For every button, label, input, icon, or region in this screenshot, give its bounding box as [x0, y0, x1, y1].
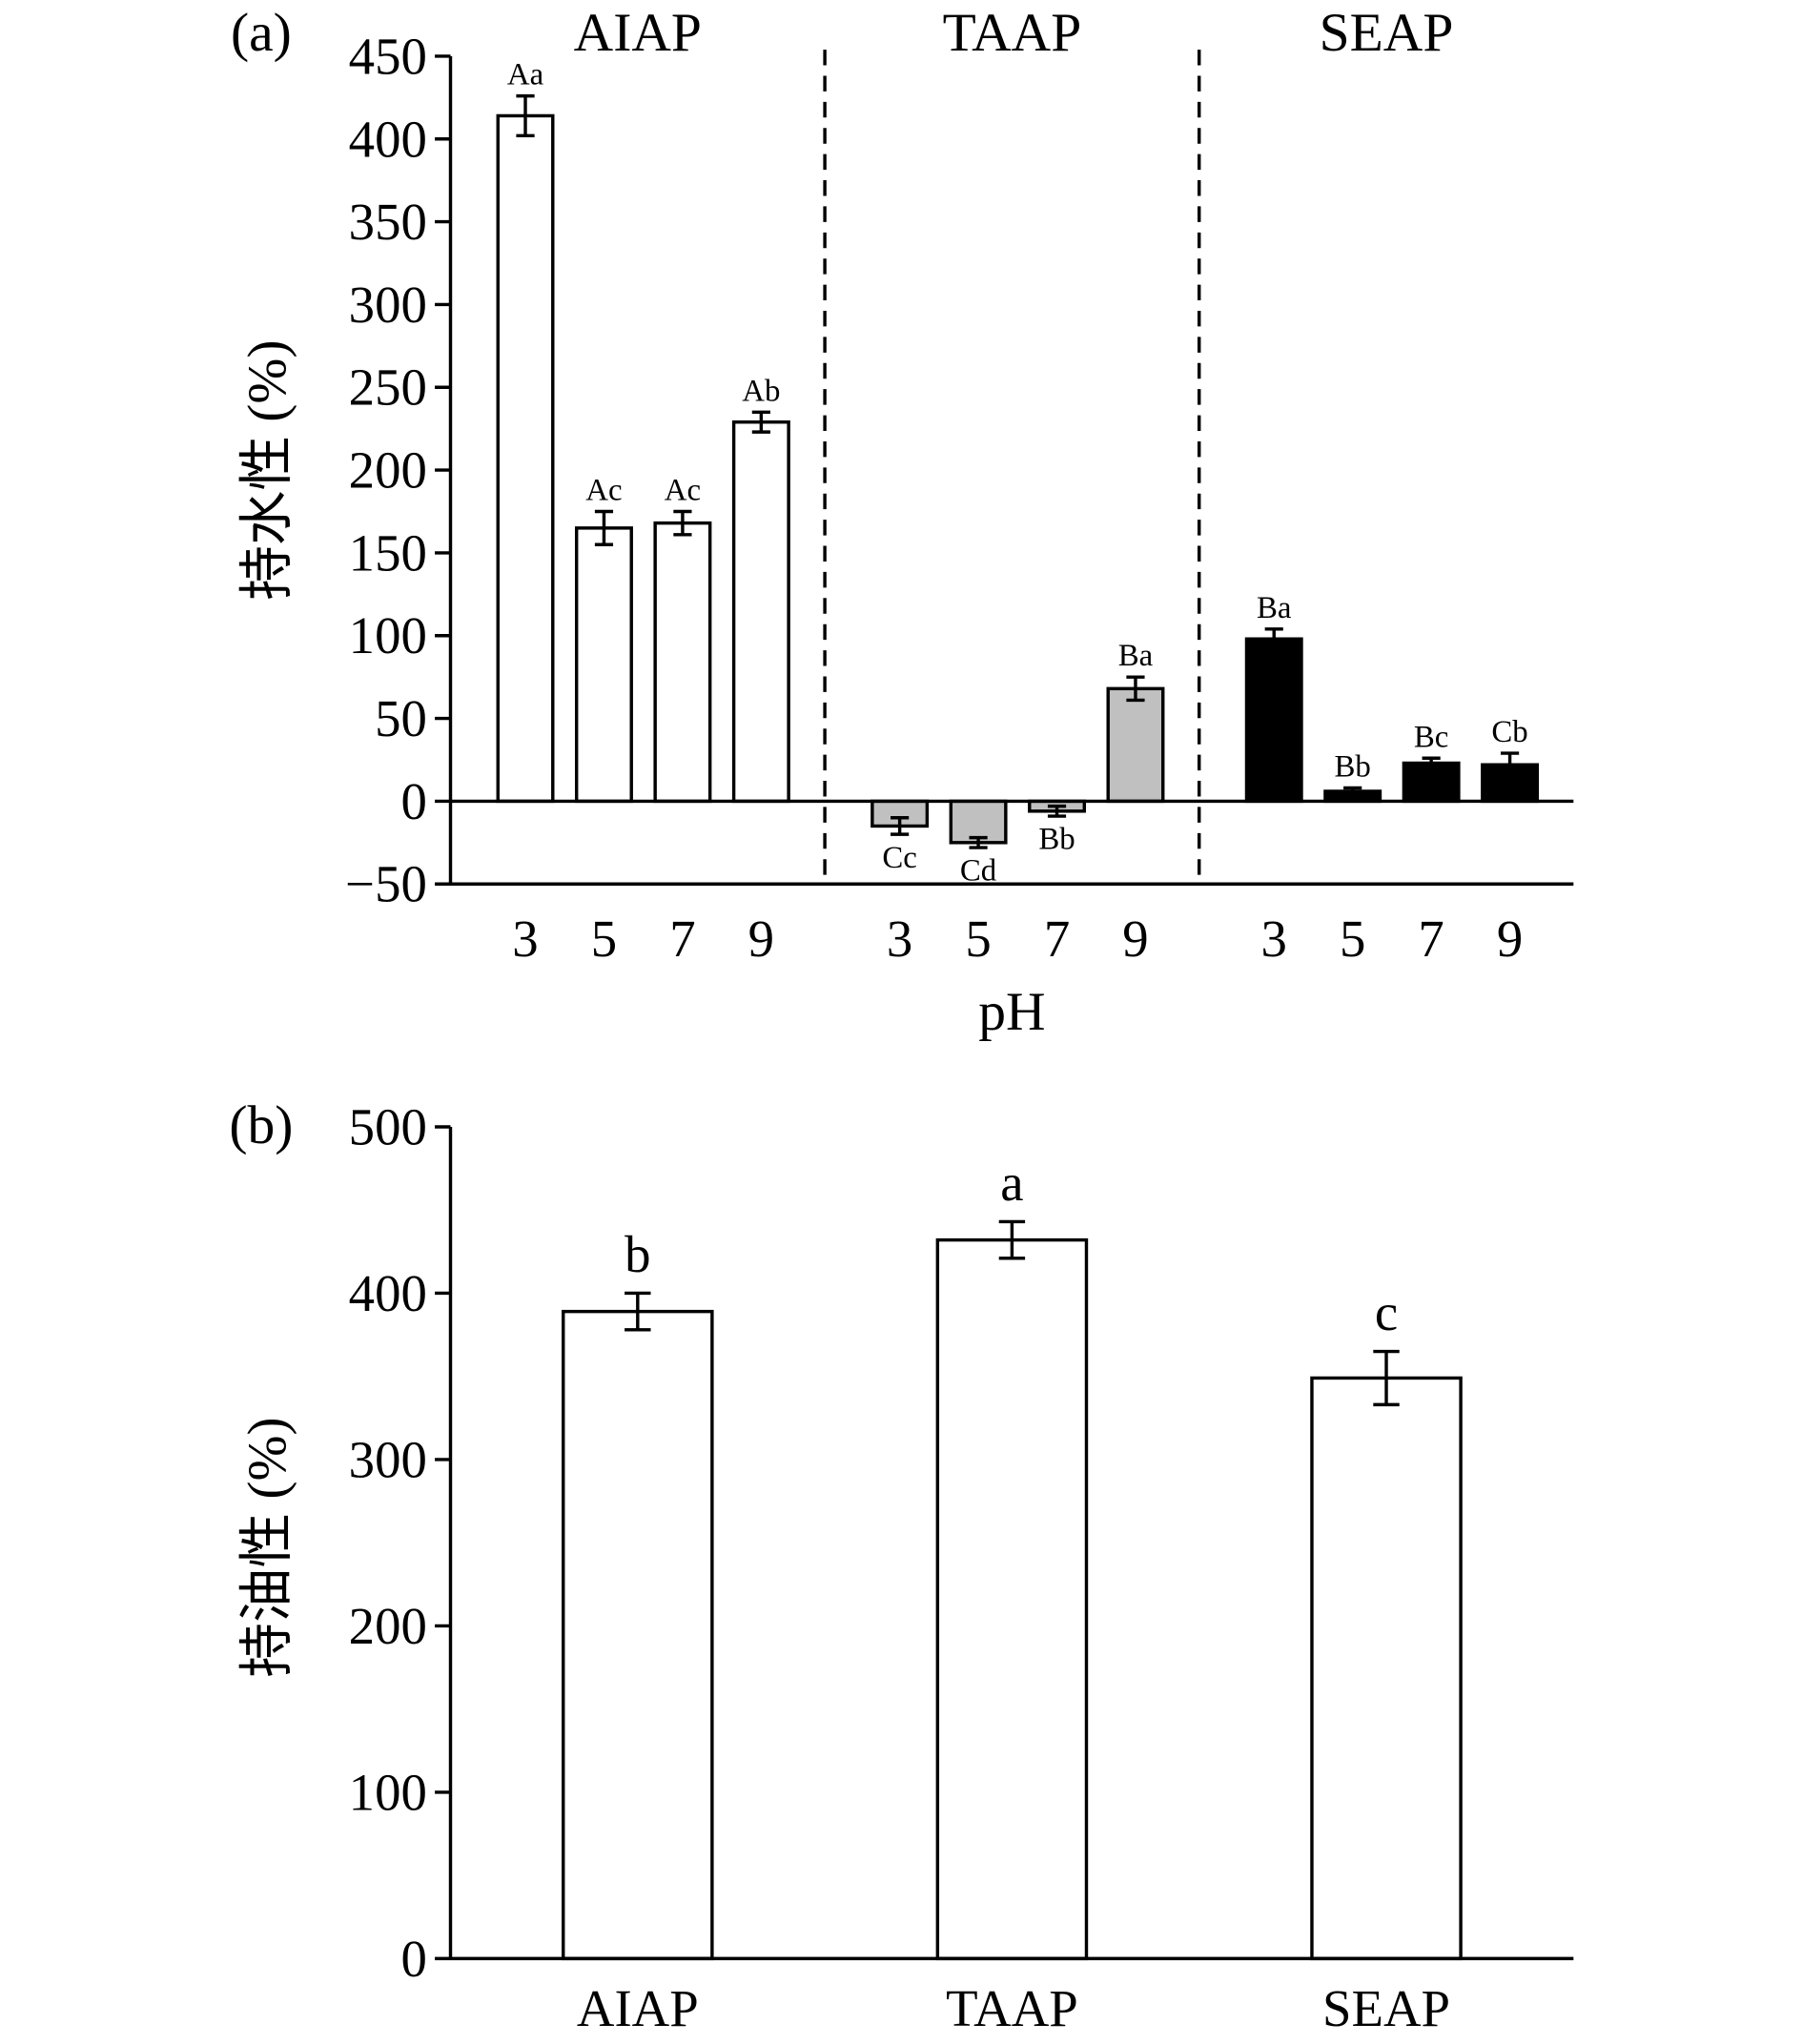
y-tick-label: 100 — [349, 1763, 427, 1821]
y-tick-label: −50 — [345, 855, 427, 913]
significance-letter: Bb — [1335, 750, 1371, 785]
y-axis-label: 持水性 (%) — [237, 340, 297, 601]
panel-label: (a) — [231, 3, 292, 63]
significance-letter: Cc — [882, 841, 917, 875]
bar — [1106, 686, 1165, 804]
significance-letter: Bb — [1038, 823, 1075, 857]
bar — [574, 526, 633, 804]
significance-letter: a — [1000, 1154, 1023, 1212]
error-bar — [1501, 751, 1520, 779]
bar — [1310, 1376, 1463, 1961]
y-tick-label: 50 — [375, 689, 427, 747]
x-axis-label: pH — [978, 982, 1045, 1042]
group-label: TAAP — [943, 3, 1082, 63]
bar — [731, 420, 790, 804]
error-bar — [516, 93, 535, 138]
bar — [1244, 637, 1303, 804]
y-tick-label: 300 — [349, 1430, 427, 1488]
x-tick-label: 3 — [512, 910, 538, 968]
x-tick-label: 7 — [669, 910, 695, 968]
bar — [496, 113, 555, 804]
bar — [562, 1309, 714, 1961]
y-tick-label: 250 — [349, 358, 427, 417]
y-tick-label: 500 — [349, 1097, 427, 1155]
y-tick-label: 200 — [349, 441, 427, 500]
x-tick-label: 9 — [1122, 910, 1148, 968]
x-tick-label: SEAP — [1322, 1979, 1450, 2037]
group-label: SEAP — [1320, 3, 1454, 63]
significance-letter: Cb — [1491, 715, 1527, 749]
error-bar — [673, 509, 692, 537]
x-tick-label: 3 — [1261, 910, 1287, 968]
y-tick-label: 400 — [349, 110, 427, 168]
x-tick-label: TAAP — [946, 1979, 1078, 2037]
x-tick-label: 9 — [748, 910, 774, 968]
y-tick-label: 0 — [400, 1930, 426, 1988]
error-bar — [1047, 804, 1067, 818]
x-tick-label: AIAP — [577, 1979, 699, 2037]
y-tick-label: 150 — [349, 523, 427, 582]
error-bar — [1126, 675, 1145, 703]
y-tick-label: 400 — [349, 1264, 427, 1322]
x-tick-label: 5 — [591, 910, 617, 968]
y-axis-label: 持油性 (%) — [237, 1417, 297, 1677]
error-bar — [891, 816, 910, 836]
error-bar — [969, 835, 988, 849]
error-bar — [1373, 1349, 1400, 1407]
group-label: AIAP — [574, 3, 702, 63]
x-tick-label: 5 — [1340, 910, 1365, 968]
y-tick-label: 100 — [349, 606, 427, 664]
x-tick-label: 7 — [1044, 910, 1070, 968]
y-tick-label: 450 — [349, 27, 427, 85]
error-bar — [1343, 786, 1362, 797]
y-tick-label: 200 — [349, 1597, 427, 1655]
significance-letter: Ac — [585, 474, 622, 508]
error-bar — [751, 410, 770, 434]
bar — [653, 521, 712, 804]
error-bar — [594, 509, 614, 546]
significance-letter: Ab — [742, 374, 780, 408]
y-tick-label: 300 — [349, 276, 427, 334]
x-tick-label: 9 — [1497, 910, 1523, 968]
y-tick-label: 0 — [400, 772, 426, 830]
significance-letter: b — [625, 1225, 650, 1283]
x-tick-label: 7 — [1418, 910, 1444, 968]
error-bar — [625, 1291, 651, 1332]
panel-label: (b) — [229, 1095, 293, 1155]
x-tick-label: 3 — [887, 910, 912, 968]
bar — [935, 1237, 1089, 1961]
y-tick-label: 350 — [349, 193, 427, 251]
error-bar — [1264, 627, 1283, 651]
x-tick-label: 5 — [965, 910, 991, 968]
significance-letter: Aa — [507, 58, 544, 92]
significance-letter: Bc — [1414, 720, 1449, 754]
significance-letter: c — [1375, 1283, 1398, 1341]
significance-letter: Ba — [1118, 639, 1154, 673]
error-bar — [998, 1219, 1026, 1260]
error-bar — [1422, 756, 1441, 770]
significance-letter: Ac — [665, 474, 701, 508]
significance-letter: Ba — [1257, 591, 1292, 625]
